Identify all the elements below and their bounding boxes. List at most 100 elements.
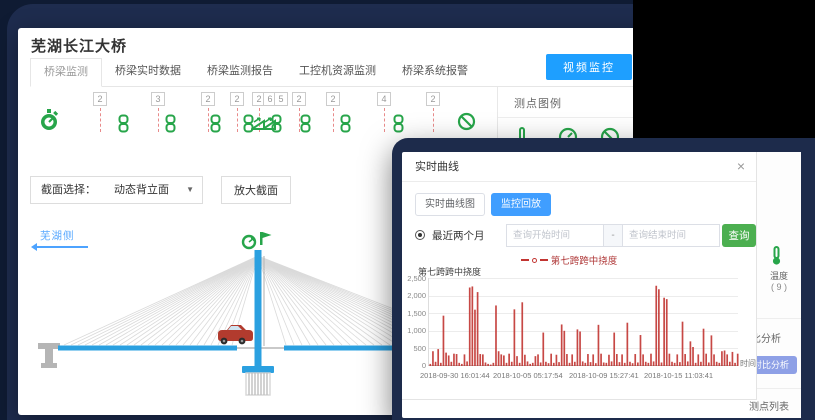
radio-last-two-months[interactable] (415, 230, 425, 240)
deck-left-span (58, 345, 237, 351)
sensor-count-badge: 2 (201, 92, 215, 106)
strain-gauge-icon[interactable] (164, 114, 177, 138)
dashed-connector (158, 108, 159, 132)
legend-panel-title: 测点图例 (514, 98, 562, 110)
sensor-count-badge: 3 (151, 92, 165, 106)
pile-foundation (245, 372, 271, 396)
strain-gauge-icon[interactable] (339, 114, 352, 138)
tab-system-alarm[interactable]: 桥梁系统报警 (402, 65, 468, 77)
bridge-tower (254, 250, 262, 368)
divider (737, 318, 801, 319)
sensor-count-badge: 2 (93, 92, 107, 106)
main-tabbar: 桥梁监测 桥梁实时数据 桥梁监测报告 工控机资源监测 桥梁系统报警 (30, 58, 797, 87)
y-tick: 500 (413, 343, 426, 353)
blackout-overlay (633, 0, 815, 145)
radio-label: 最近两个月 (432, 230, 485, 242)
sensor-count-badge: 6 (263, 92, 277, 106)
y-tick: 0 (421, 361, 426, 370)
x-tick: 2018-10-09 15:27:41 (569, 371, 639, 380)
section-select[interactable]: 动态背立面 ▼ (106, 177, 202, 203)
car (218, 325, 253, 345)
video-monitor-button[interactable]: 视频监控 (546, 54, 632, 80)
inclinometer-icon[interactable] (248, 116, 266, 136)
start-time-input[interactable] (506, 224, 604, 247)
range-separator: - (604, 224, 622, 247)
strain-gauge-icon[interactable] (270, 114, 283, 138)
dashed-connector (384, 108, 385, 132)
compare-section-title: 对比分析 (741, 334, 781, 345)
right-sensor-strip: 温度 ( 9 ) 对比分析 对比分析 测点列表 (737, 152, 801, 418)
dialog-tabbar: 实时曲线图 监控回放 (415, 193, 551, 216)
tower-anemometer-icon (241, 234, 257, 250)
modal-page: 温度 ( 9 ) 对比分析 对比分析 测点列表 实时曲线 × 实时曲线图 监控回… (402, 152, 801, 418)
strain-gauge-icon[interactable] (299, 114, 312, 138)
no-entry-icon[interactable] (457, 112, 476, 136)
section-controls: 截面选择： 动态背立面 ▼ 放大截面 (30, 176, 291, 204)
sensor-strip: 2 3 2 2 2 6 5 2 2 4 2 (18, 88, 497, 168)
chevron-down-icon: ▼ (186, 185, 194, 194)
legend-marker-icon (531, 257, 537, 263)
tower-flag-sensor-icon (260, 232, 272, 245)
tab-realtime-data[interactable]: 桥梁实时数据 (115, 65, 181, 77)
y-tick: 1,500 (407, 308, 426, 318)
tab-bridge-monitor[interactable]: 桥梁监测 (30, 58, 102, 87)
realtime-curve-dialog: 实时曲线 × 实时曲线图 监控回放 最近两个月 - 查询 (402, 152, 757, 400)
direction-arrow-left-icon (31, 243, 88, 251)
tab-realtime-curve[interactable]: 实时曲线图 (415, 193, 485, 216)
pier-cap (242, 366, 274, 373)
anemometer-icon[interactable] (38, 108, 60, 137)
x-tick: 2018-10-05 05:17:54 (493, 371, 563, 380)
query-button[interactable]: 查询 (722, 224, 756, 247)
legend-text: 第七跨跨中挠度 (550, 256, 618, 267)
chart-title: 第七跨跨中挠度 (418, 267, 482, 277)
strain-gauge-icon[interactable] (392, 114, 405, 138)
tab-monitor-playback[interactable]: 监控回放 (491, 193, 551, 216)
compare-analysis-button[interactable]: 对比分析 (745, 356, 797, 374)
legend-marker-icon (520, 259, 529, 261)
y-tick: 2,500 (407, 273, 426, 283)
dashed-connector (333, 108, 334, 132)
close-icon[interactable]: × (736, 158, 745, 174)
dashed-connector (299, 108, 300, 132)
sensor-count-badge: 2 (426, 92, 440, 106)
dashed-connector (208, 108, 209, 132)
chart-legend[interactable]: 第七跨跨中挠度 (402, 253, 736, 267)
thermometer-icon[interactable] (771, 246, 782, 271)
deck-right-span (284, 345, 497, 351)
section-select-group: 截面选择： 动态背立面 ▼ (30, 176, 203, 204)
section-select-value: 动态背立面 (114, 184, 169, 196)
modal-backdrop-card: 温度 ( 9 ) 对比分析 对比分析 测点列表 实时曲线 × 实时曲线图 监控回… (392, 138, 815, 420)
tab-ipc-resource[interactable]: 工控机资源监测 (299, 65, 376, 77)
divider (737, 388, 801, 389)
dashed-connector (100, 108, 101, 132)
sensor-count-badge: 4 (377, 92, 391, 106)
bridge-side-label: 芜湖侧 (40, 230, 75, 242)
x-tick: 2018-09-30 16:01:44 (420, 371, 490, 380)
section-select-label: 截面选择： (41, 184, 96, 196)
sensor-count-badge: 2 (292, 92, 306, 106)
left-abutment (38, 343, 60, 368)
page-title: 芜湖长江大桥 (31, 38, 128, 55)
temperature-label: 温度 (769, 271, 788, 281)
dashed-connector (433, 108, 434, 132)
dialog-header: 实时曲线 × (402, 152, 756, 182)
dashed-connector (237, 108, 238, 132)
x-tick: 2018-10-15 11:03:41 (644, 371, 714, 380)
temperature-count: ( 9 ) (770, 282, 787, 292)
strain-gauge-icon[interactable] (209, 114, 222, 138)
deflection-chart-series (429, 285, 739, 366)
strain-gauge-icon[interactable] (117, 114, 130, 138)
dialog-title: 实时曲线 (415, 161, 459, 173)
x-axis-name: 时间 (740, 359, 756, 368)
enlarge-section-button[interactable]: 放大截面 (221, 176, 291, 204)
sensor-count-badge: 2 (230, 92, 244, 106)
end-time-input[interactable] (622, 224, 720, 247)
deflection-chart-plot (428, 278, 739, 366)
points-list-title: 测点列表 (749, 402, 789, 413)
y-tick: 2,000 (407, 291, 426, 300)
sensor-count-badge: 5 (274, 92, 288, 106)
tab-monitor-report[interactable]: 桥梁监测报告 (207, 65, 273, 77)
sensor-count-badge: 2 (326, 92, 340, 106)
date-range-group: - (506, 224, 720, 247)
